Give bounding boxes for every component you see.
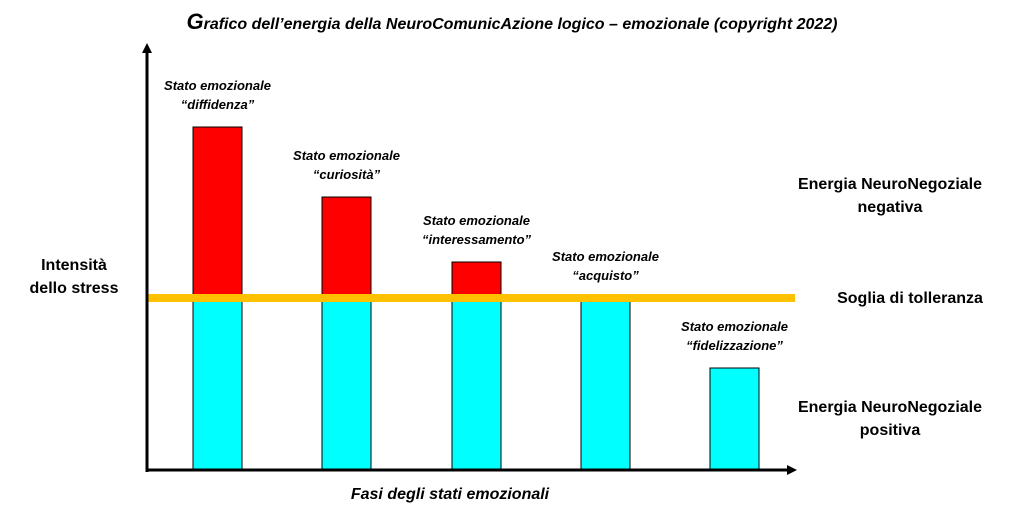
bar-label-line2-3: “interessamento” (422, 232, 532, 247)
bar-labels-group: Stato emozionale “diffidenza” Stato emozio… (164, 78, 788, 353)
bar-negative-1 (192, 126, 243, 299)
bar-positive-5 (709, 367, 760, 471)
negative-energy-label-line2: negativa (857, 199, 923, 216)
negative-energy-label-line1: Energia NeuroNegoziale (797, 176, 983, 193)
chart-title-text: rafico dell’energia della NeuroComunicAz… (203, 16, 838, 33)
bar-positive-1 (192, 297, 243, 471)
bar-label-line2-5: “fidelizzazione” (686, 338, 783, 353)
bar-label-line2-2: “curiosità” (313, 167, 381, 182)
x-axis-label: Fasi degli stati emozionali (350, 486, 550, 503)
positive-energy-label-line2: positiva (859, 422, 921, 439)
chart-title-initial: G (186, 9, 204, 34)
bar-label-line1-4: Stato emozionale (552, 249, 659, 264)
bar-positive-4 (580, 297, 631, 471)
bar-label-line1-1: Stato emozionale (164, 78, 271, 93)
chart-title: Grafico dell’energia della NeuroComunicA… (0, 9, 1024, 35)
bar-label-line1-3: Stato emozionale (423, 213, 530, 228)
bar-positive-3 (451, 297, 502, 471)
bar-label-line2-4: “acquisto” (572, 268, 639, 283)
y-axis-label: Intensità dello stress (14, 254, 134, 300)
positive-energy-label: Energia NeuroNegoziale positiva (780, 396, 1000, 442)
y-axis-label-line1: Intensità (41, 257, 107, 274)
bar-negative-2 (321, 196, 372, 299)
bar-negative-3 (451, 261, 502, 299)
negative-energy-label: Energia NeuroNegoziale negativa (780, 173, 1000, 219)
threshold-label: Soglia di tolleranza (810, 287, 1010, 310)
bar-positive-2 (321, 297, 372, 471)
threshold-label-text: Soglia di tolleranza (837, 290, 983, 307)
positive-energy-label-line1: Energia NeuroNegoziale (797, 399, 983, 416)
bar-label-line1-2: Stato emozionale (293, 148, 400, 163)
bar-label-line1-5: Stato emozionale (681, 319, 788, 334)
y-axis-label-line2: dello stress (29, 280, 119, 297)
bar-label-line2-1: “diffidenza” (181, 97, 255, 112)
bars-group (192, 126, 760, 471)
